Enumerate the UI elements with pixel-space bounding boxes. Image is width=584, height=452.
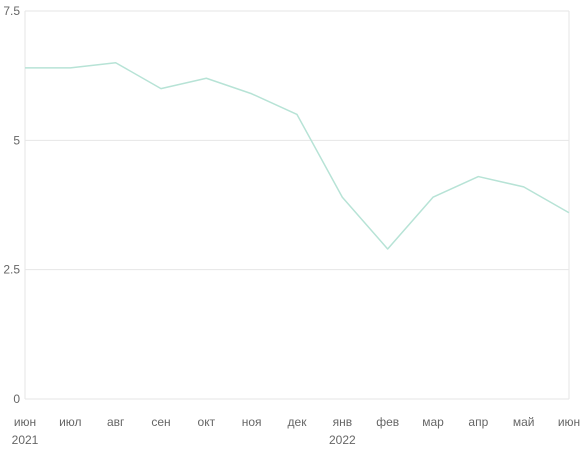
y-tick-label: 5 xyxy=(13,133,20,147)
grid xyxy=(24,10,570,400)
y-tick-label: 7.5 xyxy=(3,4,20,18)
x-tick-label: ноя xyxy=(242,415,262,429)
x-tick-label: май xyxy=(513,415,535,429)
x-tick-label: дек xyxy=(288,415,308,429)
x-tick-label: июн xyxy=(14,415,36,429)
x-tick-label: апр xyxy=(468,415,488,429)
x-tick-label: фев xyxy=(376,415,399,429)
x-tick-label: мар xyxy=(422,415,444,429)
y-tick-label: 0 xyxy=(13,392,20,406)
series-group xyxy=(25,61,570,250)
x-tick-label: окт xyxy=(198,415,216,429)
y-tick-label: 2.5 xyxy=(3,263,20,277)
x-year-label: 2021 xyxy=(12,433,39,447)
x-tick-label: июн xyxy=(558,415,580,429)
series-line xyxy=(25,61,570,250)
x-tick-label: июл xyxy=(59,415,81,429)
y-axis-ticks: 0 2.5 5 7.5 xyxy=(3,4,20,406)
x-tick-label: сен xyxy=(151,415,170,429)
x-tick-label: авг xyxy=(107,415,125,429)
x-axis-ticks: июн июл авг сен окт ноя дек янв фев мар апр май июн 2… xyxy=(12,415,581,447)
x-year-label: 2022 xyxy=(329,433,356,447)
x-tick-label: янв xyxy=(333,415,353,429)
